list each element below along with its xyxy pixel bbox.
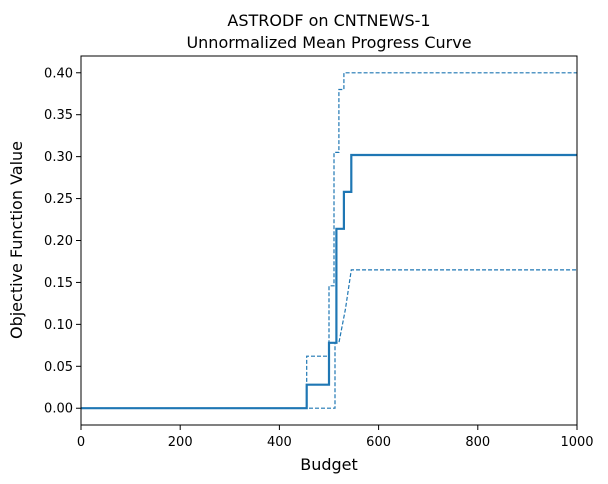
plot-frame — [80, 55, 578, 426]
y-tick-label: 0.00 — [44, 402, 73, 417]
x-tick-label: 200 — [168, 435, 193, 450]
x-tick-label: 600 — [366, 435, 391, 450]
y-tick-label: 0.30 — [44, 150, 73, 165]
plot-area — [81, 72, 577, 410]
chart-title: ASTRODF on CNTNEWS-1 — [227, 11, 430, 30]
x-axis-label: Budget — [300, 455, 358, 474]
series-line-dashed-1 — [81, 72, 577, 409]
y-tick-label: 0.25 — [44, 192, 73, 207]
y-tick-label: 0.40 — [44, 66, 73, 81]
x-axis: 0 200 400 600 800 1000 — [77, 425, 594, 450]
y-tick-label: 0.35 — [44, 108, 73, 123]
y-axis-label: Objective Function Value — [7, 141, 26, 339]
series-line-mean — [81, 153, 577, 410]
x-tick-label: 800 — [465, 435, 490, 450]
y-tick-label: 0.20 — [44, 234, 73, 249]
x-tick-label: 1000 — [560, 435, 593, 450]
x-tick-label: 0 — [77, 435, 85, 450]
y-tick-label: 0.05 — [44, 360, 73, 375]
x-tick-label: 400 — [267, 435, 292, 450]
y-tick-label: 0.10 — [44, 318, 73, 333]
y-tick-label: 0.15 — [44, 276, 73, 291]
y-axis: 0.00 0.05 0.10 0.15 0.20 0.25 0.30 0.35 0.40 — [44, 66, 81, 417]
chart-subtitle: Unnormalized Mean Progress Curve — [186, 33, 471, 52]
series-line-dashed-2 — [81, 269, 577, 409]
